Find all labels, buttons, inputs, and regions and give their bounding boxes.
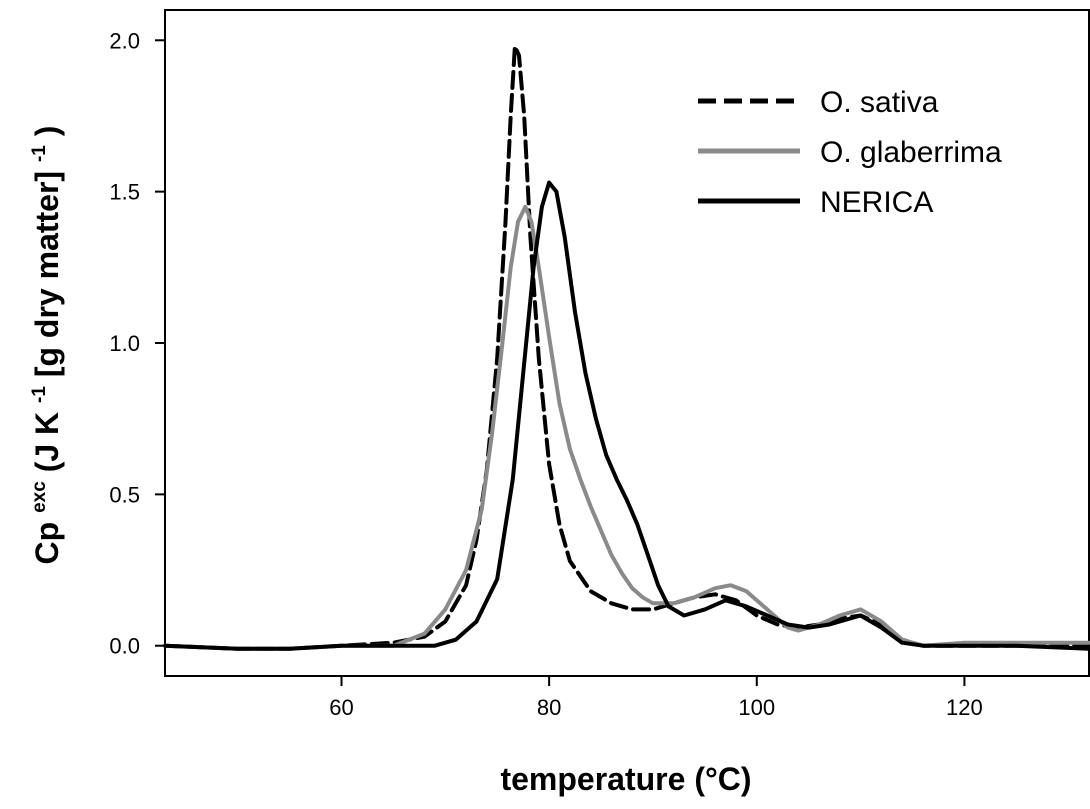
x-tick-label: 100	[738, 695, 775, 720]
legend-label: NERICA	[820, 186, 933, 219]
y-tick-label: 1.0	[109, 331, 140, 356]
series-line-nerica	[163, 180, 1090, 651]
y-title-sup-exc: exc	[29, 481, 50, 513]
series-line-o-glaberrima	[163, 204, 1090, 651]
y-axis-ticks: 0.0 0.5 1.0 1.5 2.0	[109, 28, 165, 659]
legend-label: O. glaberrima	[820, 136, 1002, 169]
y-tick-label: 2.0	[109, 28, 140, 53]
y-title-sup-2: -1	[29, 145, 50, 162]
x-tick-label: 80	[537, 695, 561, 720]
legend: O. sativa O. glaberrima NERICA	[698, 86, 1002, 219]
y-tick-label: 0.5	[109, 482, 140, 507]
plot-frame	[164, 9, 1090, 677]
y-title-mid-2: [g dry matter]	[29, 171, 65, 377]
y-tick-label: 1.5	[109, 180, 140, 205]
x-tick-label: 60	[329, 695, 353, 720]
y-axis-title: Cp exc (J K -1 [g dry matter] -1 )	[16, 126, 65, 565]
y-title-sup-1: -1	[29, 386, 50, 403]
series-layer	[163, 44, 1090, 651]
x-tick-label: 120	[946, 695, 983, 720]
x-axis-title: temperature (°C)	[500, 761, 751, 797]
x-axis-ticks: 60 80 100 120	[329, 676, 983, 720]
y-title-mid-1: (J K	[29, 412, 65, 472]
y-title-base: Cp	[29, 522, 65, 565]
y-title-end: )	[29, 126, 65, 137]
y-tick-label: 0.0	[109, 634, 140, 659]
legend-label: O. sativa	[820, 86, 939, 119]
